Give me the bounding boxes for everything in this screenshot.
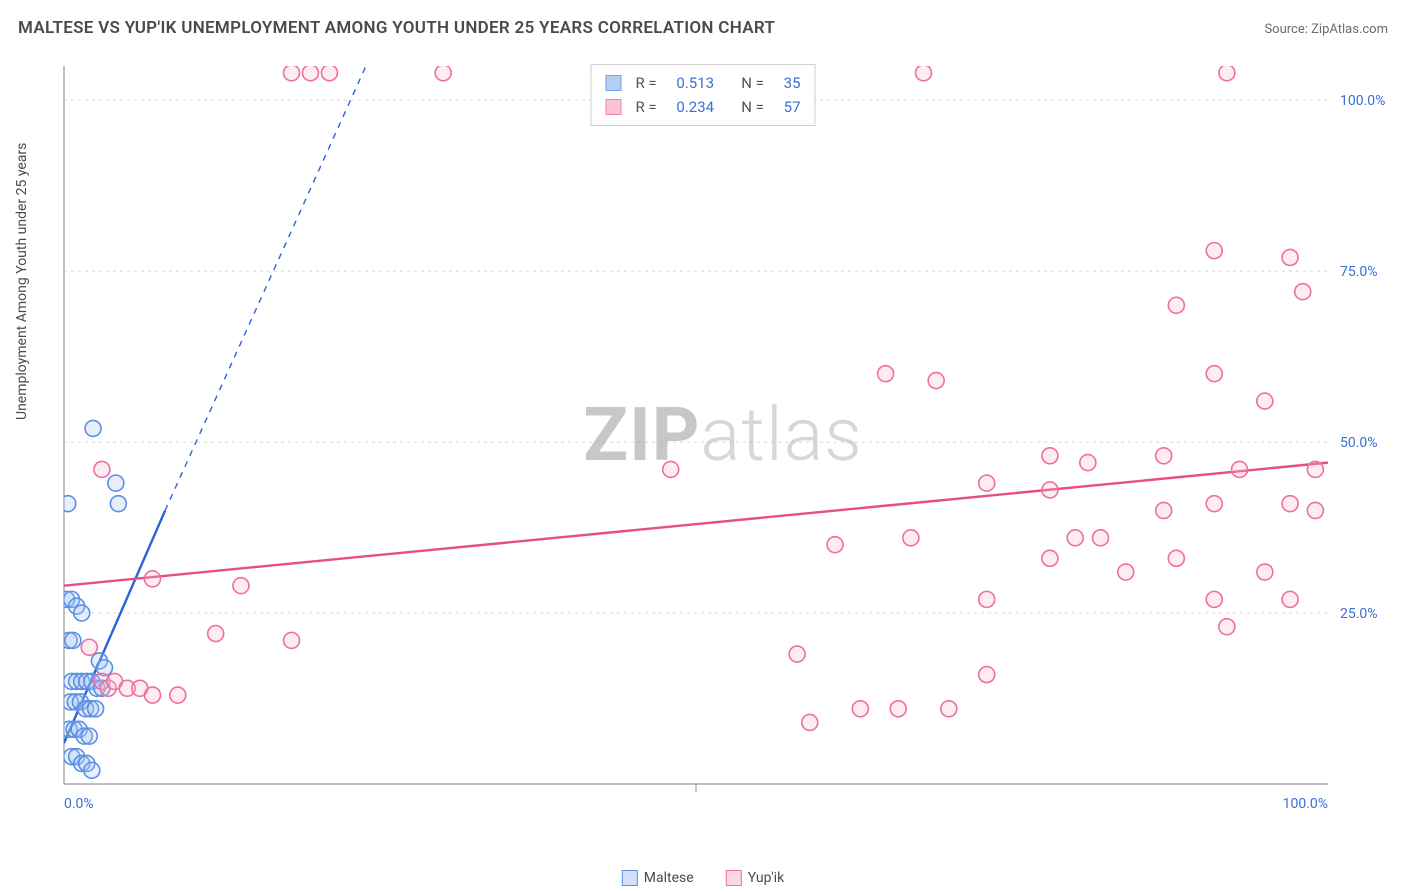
data-point xyxy=(144,687,160,703)
data-point xyxy=(81,728,97,744)
data-point xyxy=(1156,502,1172,518)
data-point xyxy=(890,701,906,717)
stat-r-label: R = xyxy=(635,71,656,95)
legend-item: Yup'ik xyxy=(726,870,784,886)
data-point xyxy=(1080,455,1096,471)
data-point xyxy=(88,701,104,717)
data-point xyxy=(979,591,995,607)
x-tick-label: 100.0% xyxy=(1283,796,1328,812)
data-point xyxy=(1257,564,1273,580)
data-point xyxy=(1206,243,1222,259)
data-point xyxy=(1282,496,1298,512)
stats-row: R = 0.513 N = 35 xyxy=(605,71,800,95)
stat-n-label: N = xyxy=(741,95,764,119)
data-point xyxy=(321,65,337,81)
data-point xyxy=(65,632,81,648)
data-point xyxy=(789,646,805,662)
data-point xyxy=(1042,482,1058,498)
data-point xyxy=(1092,530,1108,546)
source-link[interactable]: ZipAtlas.com xyxy=(1311,22,1388,37)
data-point xyxy=(1219,619,1235,635)
data-point xyxy=(802,714,818,730)
data-point xyxy=(1168,297,1184,313)
data-point xyxy=(233,578,249,594)
data-point xyxy=(1118,564,1134,580)
stat-n-value: 35 xyxy=(784,71,801,95)
scatter-plot-svg: 25.0% 50.0% 75.0% 100.0% 0.0% 100.0% xyxy=(58,60,1388,820)
data-point xyxy=(94,461,110,477)
data-point xyxy=(60,496,76,512)
source-label: Source: xyxy=(1264,22,1307,37)
data-point xyxy=(903,530,919,546)
data-point xyxy=(878,366,894,382)
data-point xyxy=(979,475,995,491)
data-point xyxy=(1307,461,1323,477)
data-point xyxy=(302,65,318,81)
chart-title: MALTESE VS YUP'IK UNEMPLOYMENT AMONG YOU… xyxy=(18,18,775,38)
legend-label: Maltese xyxy=(644,870,694,886)
y-tick-label: 100.0% xyxy=(1340,93,1385,109)
data-point xyxy=(1042,550,1058,566)
data-point xyxy=(144,571,160,587)
data-point xyxy=(663,461,679,477)
trend-line xyxy=(64,463,1328,586)
y-axis-label: Unemployment Among Youth under 25 years xyxy=(14,143,30,420)
data-point xyxy=(1067,530,1083,546)
data-point xyxy=(1206,366,1222,382)
data-point xyxy=(81,639,97,655)
legend-item: Maltese xyxy=(622,870,694,886)
chart-plot-area: 25.0%50.0%75.0%100.0%0.0%100.0% ZIPatlas xyxy=(58,60,1388,820)
data-point xyxy=(85,420,101,436)
data-point xyxy=(1307,502,1323,518)
stat-n-label: N = xyxy=(741,71,764,95)
data-point xyxy=(1156,448,1172,464)
data-point xyxy=(941,701,957,717)
data-point xyxy=(979,667,995,683)
legend-swatch xyxy=(726,870,742,886)
data-point xyxy=(170,687,186,703)
y-tick-label: 50.0% xyxy=(1340,435,1378,451)
legend-swatch xyxy=(622,870,638,886)
correlation-stats-box: R = 0.513 N = 35R = 0.234 N = 57 xyxy=(590,64,815,126)
legend-label: Yup'ik xyxy=(748,870,784,886)
data-point xyxy=(928,373,944,389)
data-point xyxy=(84,762,100,778)
data-point xyxy=(208,626,224,642)
data-point xyxy=(110,496,126,512)
data-point xyxy=(284,632,300,648)
data-point xyxy=(1168,550,1184,566)
data-point xyxy=(1219,65,1235,81)
data-point xyxy=(435,65,451,81)
stat-r-value: 0.513 xyxy=(676,71,714,95)
x-tick-label: 0.0% xyxy=(64,796,94,812)
trend-line-extension xyxy=(165,60,443,510)
legend-swatch xyxy=(605,99,621,115)
y-tick-label: 75.0% xyxy=(1340,264,1378,280)
source-attribution: Source: ZipAtlas.com xyxy=(1264,22,1388,37)
stat-r-value: 0.234 xyxy=(676,95,714,119)
data-point xyxy=(1295,284,1311,300)
data-point xyxy=(1206,591,1222,607)
data-point xyxy=(74,605,90,621)
data-point xyxy=(1282,591,1298,607)
data-point xyxy=(1042,448,1058,464)
data-point xyxy=(1282,249,1298,265)
y-tick-label: 25.0% xyxy=(1340,606,1378,622)
data-point xyxy=(108,475,124,491)
legend-bottom: Maltese Yup'ik xyxy=(622,870,784,886)
legend-swatch xyxy=(605,75,621,91)
data-point xyxy=(1257,393,1273,409)
stat-r-label: R = xyxy=(635,95,656,119)
stat-n-value: 57 xyxy=(784,95,801,119)
data-point xyxy=(852,701,868,717)
data-point xyxy=(827,537,843,553)
data-point xyxy=(1206,496,1222,512)
stats-row: R = 0.234 N = 57 xyxy=(605,95,800,119)
data-point xyxy=(916,65,932,81)
data-point xyxy=(284,65,300,81)
data-point xyxy=(1232,461,1248,477)
